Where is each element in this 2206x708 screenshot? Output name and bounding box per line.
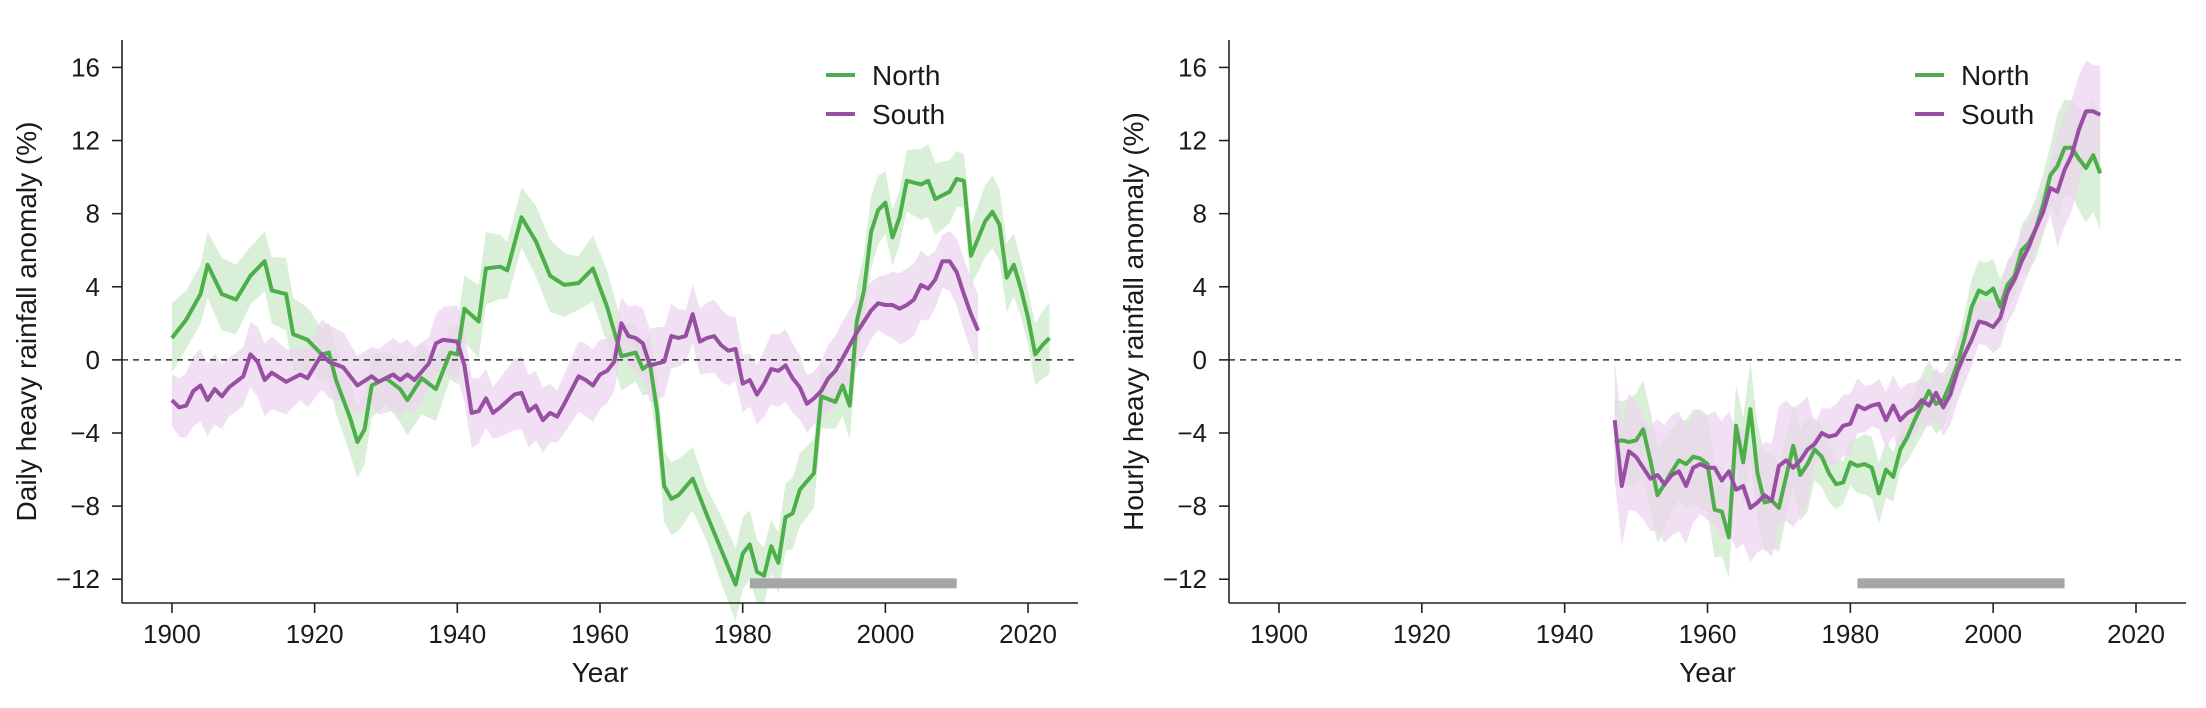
line-south — [1612, 109, 2102, 510]
band-south — [171, 231, 979, 453]
hourly-chart-panel: 1900 1920 1940 1960 1980 2000 2020 −12 −8 −4 0 4 8 1… — [1118, 40, 2186, 688]
daily-chart-panel: 1900 1920 1940 1960 1980 2000 2020 −12 −8 −4 0 4 8 1… — [11, 40, 1078, 688]
x-tick-label: 1940 — [1536, 619, 1594, 649]
y-tick-label: 4 — [86, 272, 100, 302]
y-tick-label: 4 — [1193, 272, 1207, 302]
y-tick-label: 8 — [1193, 199, 1207, 229]
x-tick-label: 1940 — [428, 619, 486, 649]
y-tick-label: −4 — [70, 418, 100, 448]
x-ticks: 1900 1920 1940 1960 1980 2000 2020 — [1250, 603, 2165, 649]
x-tick-label: 1920 — [286, 619, 344, 649]
legend-label-south: South — [1961, 99, 2034, 130]
axes: 1900 1920 1940 1960 1980 2000 2020 −12 −8 −4 0 4 8 1… — [1163, 40, 2186, 649]
x-tick-label: 2000 — [1964, 619, 2022, 649]
y-ticks: −12 −8 −4 0 4 8 12 16 — [1163, 52, 1229, 594]
axes: 1900 1920 1940 1960 1980 2000 2020 −12 −8 −4 0 4 8 1… — [56, 40, 1078, 649]
y-tick-label: −12 — [1163, 564, 1207, 594]
y-tick-label: 16 — [71, 52, 100, 82]
x-axis-label: Year — [572, 657, 629, 688]
series-lines — [1612, 109, 2103, 540]
x-tick-label: 2000 — [856, 619, 914, 649]
y-tick-label: 12 — [71, 126, 100, 156]
x-tick-label: 2020 — [2107, 619, 2165, 649]
legend: North South — [826, 60, 945, 130]
x-tick-label: 1900 — [143, 619, 201, 649]
x-tick-label: 2020 — [999, 619, 1057, 649]
y-tick-label: 8 — [86, 199, 100, 229]
y-tick-label: −12 — [56, 564, 100, 594]
legend-label-north: North — [872, 60, 940, 91]
y-ticks: −12 −8 −4 0 4 8 12 16 — [56, 52, 122, 594]
x-axis-label: Year — [1679, 657, 1736, 688]
uncertainty-bands — [1614, 60, 2101, 578]
reference-period-bar — [749, 578, 957, 589]
x-tick-label: 1900 — [1250, 619, 1308, 649]
line-north — [1614, 145, 2103, 540]
line-north — [170, 176, 1051, 587]
x-tick-label: 1960 — [1679, 619, 1737, 649]
reference-period-bar — [1857, 578, 2065, 589]
y-axis-label: Hourly heavy rainfall anomaly (%) — [1118, 112, 1149, 531]
y-tick-label: 0 — [1193, 345, 1207, 375]
y-tick-label: −8 — [1177, 491, 1207, 521]
y-tick-label: 12 — [1178, 126, 1207, 156]
x-tick-label: 1980 — [714, 619, 772, 649]
y-axis-label: Daily heavy rainfall anomaly (%) — [11, 122, 42, 522]
legend-label-north: North — [1961, 60, 2029, 91]
x-tick-label: 1980 — [1821, 619, 1879, 649]
y-tick-label: 16 — [1178, 52, 1207, 82]
y-tick-label: 0 — [86, 345, 100, 375]
y-tick-label: −4 — [1177, 418, 1207, 448]
x-ticks: 1900 1920 1940 1960 1980 2000 2020 — [143, 603, 1057, 649]
line-south — [170, 259, 980, 423]
legend: North South — [1915, 60, 2034, 130]
x-tick-label: 1960 — [571, 619, 629, 649]
x-tick-label: 1920 — [1393, 619, 1451, 649]
uncertainty-bands — [171, 144, 1050, 622]
y-tick-label: −8 — [70, 491, 100, 521]
series-lines — [170, 176, 1051, 587]
legend-label-south: South — [872, 99, 945, 130]
